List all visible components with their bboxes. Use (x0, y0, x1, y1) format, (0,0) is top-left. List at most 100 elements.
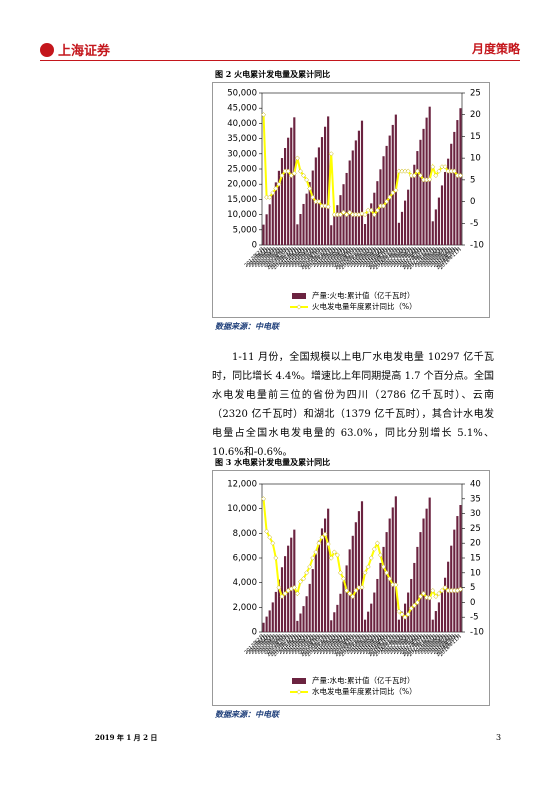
bar (317, 147, 320, 245)
bar (333, 215, 336, 245)
bar (400, 211, 404, 245)
line-marker (267, 194, 273, 200)
bar (339, 195, 342, 245)
bar (293, 529, 296, 632)
line-marker (297, 168, 304, 174)
bar (456, 120, 459, 245)
legend-swatch (292, 678, 306, 684)
line-marker (362, 212, 368, 218)
y-tick-label: 5,000 (233, 225, 257, 235)
line-marker (368, 207, 374, 213)
bar (333, 612, 336, 632)
line-marker (260, 112, 267, 118)
line-marker (273, 555, 279, 561)
line-marker (384, 570, 390, 576)
bar (351, 535, 354, 632)
bar (311, 569, 314, 632)
bar (404, 200, 407, 245)
bar (388, 518, 391, 632)
line-marker (433, 593, 439, 600)
bar (265, 616, 268, 632)
line-marker (304, 570, 310, 576)
bar (431, 619, 434, 632)
line-marker (393, 582, 399, 588)
bar (422, 128, 425, 245)
bar (262, 224, 265, 245)
line-marker (414, 599, 420, 605)
line-marker (328, 555, 334, 561)
line-marker (427, 595, 433, 601)
line-marker (294, 590, 300, 597)
y2-tick-label: 5 (470, 583, 475, 593)
bar (299, 213, 302, 245)
line-marker (273, 185, 279, 192)
bar (314, 554, 317, 632)
bar (336, 604, 339, 632)
bar (456, 516, 459, 632)
bar (324, 126, 327, 245)
bar (416, 546, 419, 632)
line-marker (307, 185, 313, 192)
bar (385, 532, 388, 632)
bar (320, 137, 324, 245)
line-marker (427, 176, 433, 182)
line-marker (390, 582, 396, 588)
bar (320, 528, 324, 632)
bar (305, 193, 308, 245)
y2-tick-label: 20 (470, 110, 481, 120)
page-number: 3 (496, 733, 502, 742)
y2-tick-label: 10 (470, 568, 481, 578)
bar (385, 145, 388, 245)
y-tick-label: 25,000 (227, 165, 257, 175)
line-marker (331, 549, 337, 555)
bar (364, 224, 367, 245)
figure-source: 数据来源：中电联 (215, 321, 279, 331)
bar (450, 143, 453, 245)
line-marker (371, 546, 377, 552)
y2-tick-label: 15 (470, 554, 481, 564)
bar (400, 611, 404, 632)
line-marker (433, 172, 439, 179)
line-marker (270, 540, 276, 546)
line-marker (347, 590, 353, 597)
line-marker (279, 172, 285, 179)
bar (422, 518, 425, 632)
header-rule (40, 60, 520, 61)
line-marker (310, 194, 316, 200)
line-marker (380, 203, 387, 209)
line-marker (374, 540, 380, 546)
bar (459, 505, 462, 632)
line-marker (368, 555, 374, 561)
line-marker (276, 181, 282, 187)
y2-tick-label: -5 (470, 219, 478, 229)
line-marker (350, 593, 356, 600)
line-marker (297, 579, 304, 585)
bar (290, 537, 293, 632)
bar (357, 130, 360, 245)
bar (308, 182, 311, 245)
line-marker (347, 209, 353, 215)
figure-caption: 图 3 水电累计发电量及累计同比 (215, 457, 331, 467)
line-marker (451, 168, 457, 174)
bar (284, 148, 287, 245)
bar (342, 581, 345, 632)
bar (330, 225, 333, 245)
bar (444, 577, 447, 632)
bar (274, 182, 277, 245)
line-marker (430, 164, 436, 170)
line-marker (340, 576, 347, 582)
bar (367, 611, 370, 632)
y-tick-label: 0 (252, 628, 257, 638)
logo: 上海证券 (40, 40, 110, 59)
legend-marker (296, 689, 302, 695)
y2-tick-label: 30 (470, 509, 481, 519)
bar (453, 529, 456, 632)
line-marker (377, 552, 384, 558)
bar (277, 170, 280, 245)
y-tick-label: 45,000 (227, 104, 257, 114)
line-marker (390, 190, 396, 196)
bar (327, 508, 330, 632)
legend-marker (296, 304, 302, 310)
line-marker (260, 496, 267, 502)
